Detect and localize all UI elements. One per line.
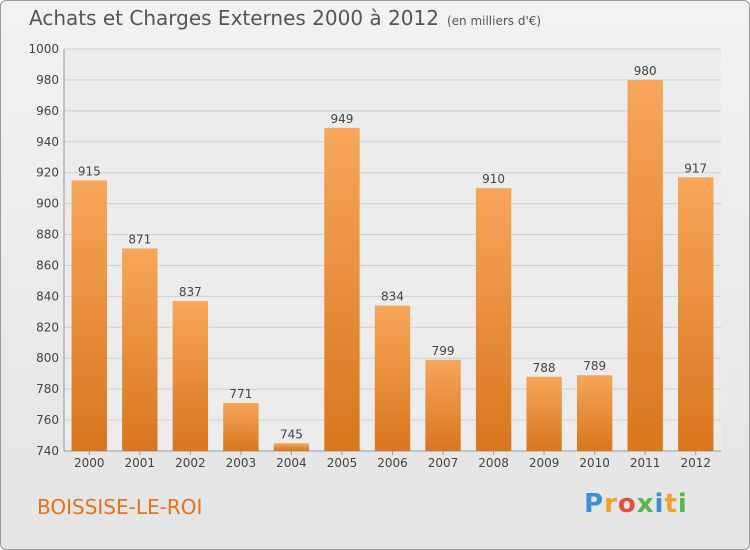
logo-letter: P bbox=[584, 489, 605, 519]
value-label-2006: 834 bbox=[381, 290, 404, 304]
bar-2009 bbox=[526, 376, 562, 451]
bar-2004 bbox=[273, 443, 310, 451]
y-tick-label: 800 bbox=[36, 351, 59, 365]
x-tick-label: 2011 bbox=[630, 456, 661, 470]
logo-letter: i bbox=[677, 489, 688, 519]
y-tick-label: 960 bbox=[36, 104, 59, 118]
value-label-2002: 837 bbox=[179, 285, 202, 299]
chart-subtitle: (en milliers d'€) bbox=[446, 14, 542, 28]
proxiti-logo: Proxiti bbox=[584, 489, 688, 519]
y-tick-label: 1000 bbox=[28, 42, 59, 56]
logo-letter: r bbox=[604, 489, 618, 519]
x-tick-label: 2010 bbox=[579, 456, 610, 470]
bar-2012 bbox=[678, 177, 714, 452]
logo-letter: i bbox=[654, 489, 665, 519]
y-tick-label: 880 bbox=[36, 228, 59, 242]
value-label-2011: 980 bbox=[634, 64, 657, 78]
x-tick-label: 2009 bbox=[529, 456, 560, 470]
y-tick-label: 860 bbox=[36, 258, 59, 272]
bar-2010 bbox=[576, 375, 613, 451]
value-label-2000: 915 bbox=[78, 164, 101, 178]
y-tick-label: 940 bbox=[36, 135, 59, 149]
x-tick-label: 2007 bbox=[428, 456, 459, 470]
x-tick-label: 2003 bbox=[226, 456, 257, 470]
bar-2005 bbox=[324, 127, 360, 451]
x-tick-label: 2005 bbox=[327, 456, 358, 470]
bar-2007 bbox=[425, 359, 461, 451]
y-tick-label: 760 bbox=[36, 413, 59, 427]
bar-2000 bbox=[71, 180, 107, 451]
logo-letter: o bbox=[617, 489, 637, 519]
bar-2011 bbox=[627, 79, 663, 451]
y-tick-label: 780 bbox=[36, 382, 59, 396]
value-label-2008: 910 bbox=[482, 172, 505, 186]
y-tick-label: 820 bbox=[36, 320, 59, 334]
y-tick-label: 840 bbox=[36, 289, 59, 303]
x-tick-label: 2000 bbox=[74, 456, 105, 470]
y-tick-label: 900 bbox=[36, 197, 59, 211]
value-label-2009: 788 bbox=[533, 361, 556, 375]
bar-2001 bbox=[122, 248, 158, 451]
y-tick-label: 920 bbox=[36, 166, 59, 180]
bar-2008 bbox=[475, 188, 512, 451]
x-tick-label: 2004 bbox=[276, 456, 307, 470]
bar-2002 bbox=[172, 301, 209, 451]
x-tick-label: 2012 bbox=[680, 456, 711, 470]
title-text: Achats et Charges Externes 2000 à 2012 bbox=[29, 6, 439, 30]
x-tick-label: 2002 bbox=[175, 456, 206, 470]
bar-2003 bbox=[223, 403, 259, 451]
logo-letter: x bbox=[636, 489, 655, 519]
value-label-2007: 799 bbox=[432, 344, 455, 358]
x-tick-label: 2006 bbox=[377, 456, 408, 470]
x-tick-label: 2008 bbox=[478, 456, 509, 470]
value-label-2003: 771 bbox=[229, 387, 252, 401]
chart-title: Achats et Charges Externes 2000 à 2012 (e… bbox=[29, 6, 541, 30]
y-tick-label: 740 bbox=[36, 444, 59, 458]
value-label-2010: 789 bbox=[583, 359, 606, 373]
bar-2006 bbox=[374, 305, 411, 451]
value-label-2004: 745 bbox=[280, 427, 303, 441]
x-tick-label: 2001 bbox=[125, 456, 156, 470]
y-tick-label: 980 bbox=[36, 73, 59, 87]
value-label-2005: 949 bbox=[331, 112, 354, 126]
value-label-2012: 917 bbox=[684, 161, 707, 175]
logo-letter: t bbox=[664, 489, 678, 519]
value-label-2001: 871 bbox=[128, 232, 151, 246]
commune-name: BOISSISE-LE-ROI bbox=[37, 495, 203, 519]
